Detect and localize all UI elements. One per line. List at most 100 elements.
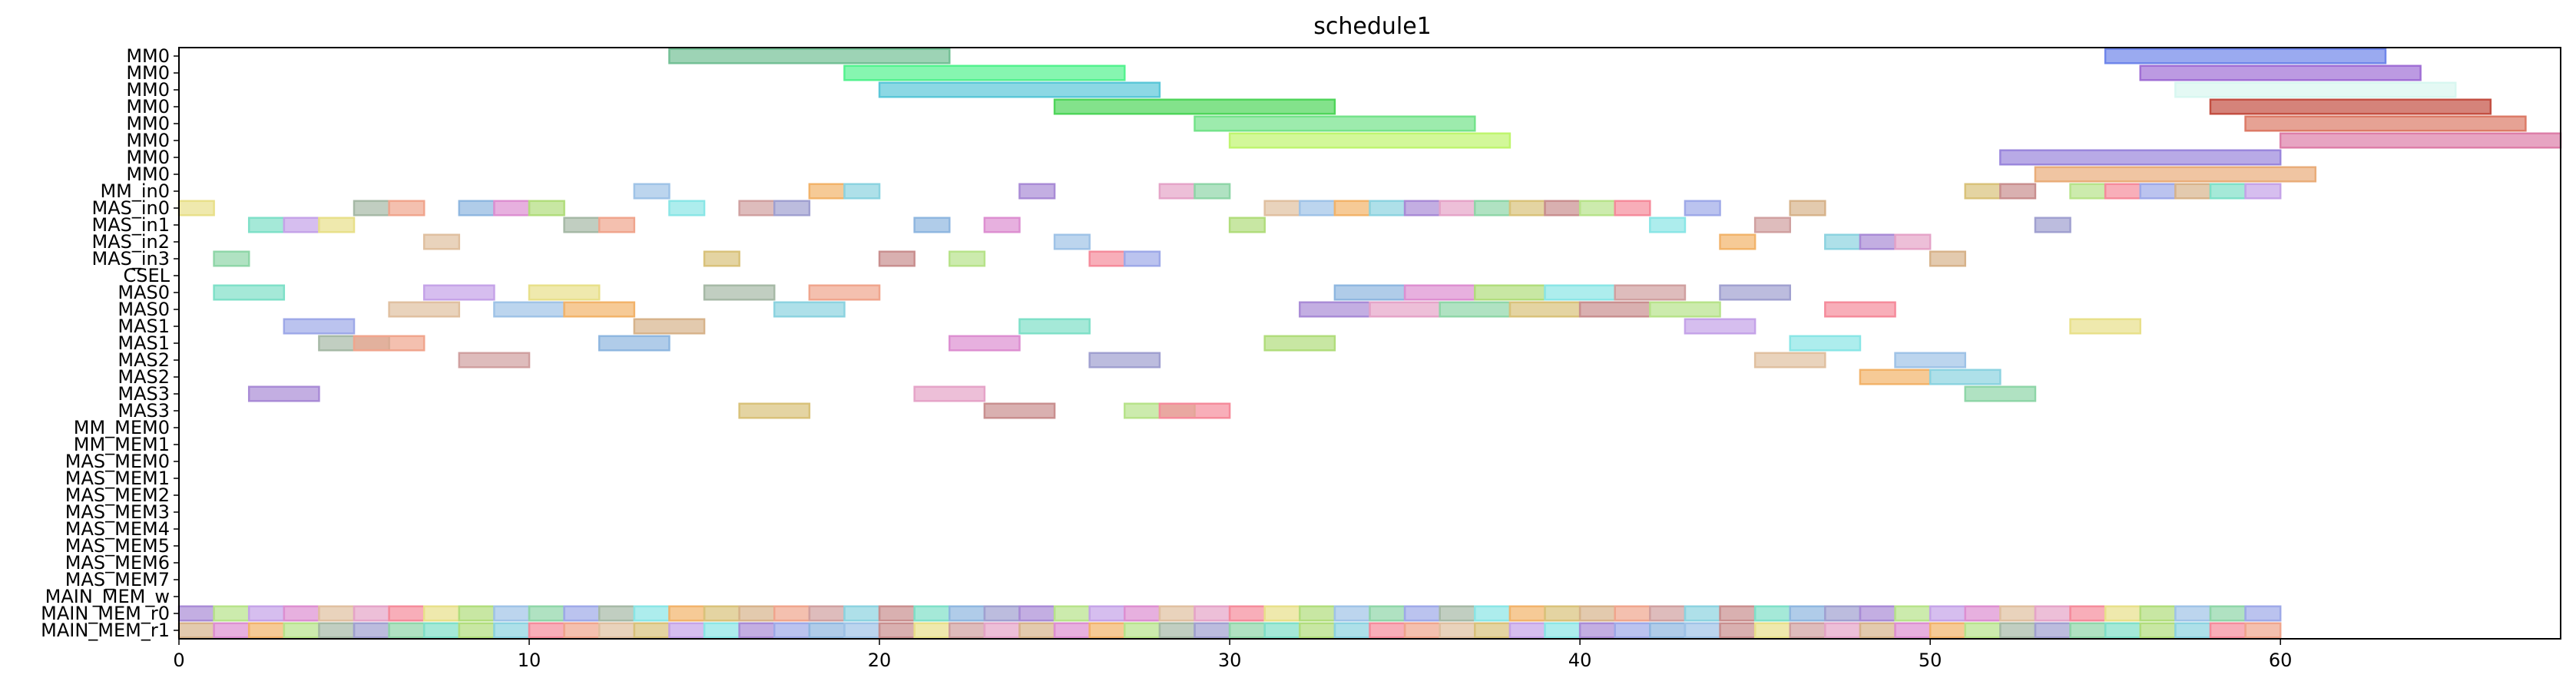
y-tick-label: MAS3 (118, 383, 170, 405)
gantt-bar (1158, 402, 1231, 419)
gantt-bar (1124, 605, 1161, 622)
gantt-bar (808, 183, 846, 200)
gantt-bar (1684, 622, 1721, 639)
gantt-bar (843, 622, 881, 639)
gantt-bar (247, 622, 286, 639)
gantt-bar (1508, 622, 1546, 639)
gantt-bar (808, 605, 846, 622)
gantt-bar (2174, 183, 2212, 200)
gantt-bar (2174, 81, 2457, 98)
gantt-bar (1474, 284, 1546, 301)
gantt-bar (1474, 622, 1511, 639)
gantt-bar (1018, 183, 1056, 200)
gantt-bar (528, 284, 601, 301)
gantt-bar (1789, 335, 1862, 352)
gantt-bar (633, 605, 670, 622)
gantt-bar (1333, 284, 1406, 301)
y-tick-label: MAS2 (118, 349, 170, 371)
gantt-bar (1299, 200, 1336, 217)
x-tick-label: 10 (518, 650, 541, 671)
y-tick-label: MAS_in1 (91, 214, 170, 236)
gantt-bar (1194, 622, 1231, 639)
gantt-bar (1684, 318, 1757, 335)
y-tick-label: MM0 (126, 96, 170, 117)
y-tick-label: MAIN_MEM_w (45, 586, 170, 607)
gantt-bar (703, 622, 740, 639)
y-tick-label: MAS_in0 (91, 197, 170, 219)
gantt-bar (1018, 605, 1056, 622)
gantt-bar (213, 250, 250, 267)
gantt-bar (2069, 622, 2107, 639)
bars-layer (177, 48, 2562, 639)
y-tick-label: MM0 (126, 62, 170, 84)
gantt-bar (422, 622, 461, 639)
y-tick-label: MAS3 (118, 400, 170, 422)
gantt-bar (1088, 605, 1126, 622)
gantt-bar (1508, 200, 1546, 217)
gantt-bar (1964, 183, 2002, 200)
gantt-bar (983, 605, 1021, 622)
chart-title: schedule1 (1313, 13, 1432, 40)
y-tick-label: MM0 (126, 45, 170, 67)
gantt-bar (528, 605, 565, 622)
gantt-bar (2104, 183, 2142, 200)
gantt-bar (668, 622, 706, 639)
gantt-bar (1999, 183, 2037, 200)
gantt-bar (458, 352, 531, 369)
gantt-bar (1228, 217, 1266, 233)
gantt-bar (1859, 233, 1896, 250)
gantt-bar (808, 622, 846, 639)
y-tick-label: MAS_MEM5 (65, 535, 170, 557)
gantt-bar (1824, 233, 1862, 250)
gantt-bar (213, 622, 250, 639)
y-tick-label: MAS_in3 (91, 248, 170, 269)
y-tick-label: MAS0 (118, 282, 170, 303)
gantt-bar (1439, 605, 1476, 622)
gantt-bar (283, 605, 320, 622)
gantt-bar (1578, 622, 1616, 639)
gantt-bar (1789, 200, 1826, 217)
gantt-bar (598, 622, 636, 639)
y-axis-labels: MM0MM0MM0MM0MM0MM0MM0MM0MM_in0MAS_in0MAS… (41, 45, 179, 641)
gantt-bar (353, 200, 390, 217)
gantt-bar (388, 622, 425, 639)
gantt-bar (1088, 250, 1126, 267)
gantt-bar (1929, 605, 1966, 622)
gantt-bar (1439, 301, 1511, 318)
gantt-bar (2244, 115, 2527, 132)
gantt-bar (2034, 622, 2071, 639)
y-tick-label: MAS_MEM0 (65, 451, 170, 472)
gantt-bar (213, 605, 250, 622)
gantt-bar (1194, 115, 1476, 132)
gantt-bar (1719, 233, 1757, 250)
gantt-bar (1789, 622, 1826, 639)
gantt-bar (563, 605, 601, 622)
gantt-bar (1649, 217, 1687, 233)
gantt-bar (1124, 622, 1161, 639)
gantt-bar (1719, 605, 1757, 622)
gantt-bar (668, 605, 706, 622)
gantt-bar (1474, 200, 1511, 217)
gantt-bar (1964, 385, 2037, 402)
gantt-bar (633, 183, 670, 200)
gantt-bar (1158, 622, 1196, 639)
gantt-bar (2069, 183, 2107, 200)
y-tick-label: MAS_MEM6 (65, 552, 170, 574)
gantt-bar (493, 622, 531, 639)
gantt-bar (703, 250, 740, 267)
gantt-bar (1369, 200, 1406, 217)
gantt-bar (668, 48, 951, 64)
y-tick-label: MM_in0 (100, 180, 170, 202)
gantt-bar (598, 605, 636, 622)
gantt-bar (1299, 301, 1371, 318)
gantt-bar (388, 200, 425, 217)
gantt-bar (878, 250, 916, 267)
gantt-bar (773, 605, 811, 622)
y-tick-label: MAIN_MEM_r0 (41, 603, 170, 624)
gantt-bar (1649, 301, 1721, 318)
gantt-bar (1789, 605, 1826, 622)
y-tick-label: MAS_MEM7 (65, 569, 170, 590)
gantt-bar (563, 622, 601, 639)
gantt-bar (1544, 622, 1581, 639)
